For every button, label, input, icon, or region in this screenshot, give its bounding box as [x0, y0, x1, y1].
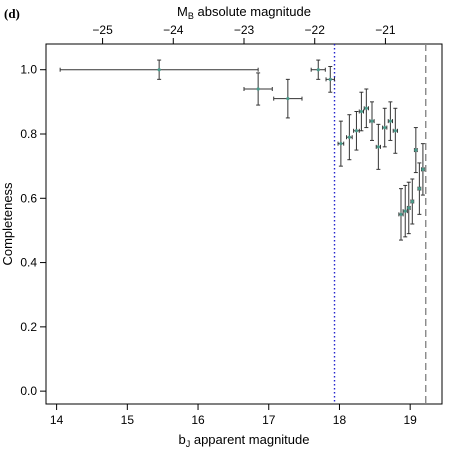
data-point — [310, 59, 326, 80]
y-tick-label: 0.4 — [20, 256, 37, 270]
data-marker — [399, 212, 403, 216]
data-marker — [376, 145, 380, 149]
data-point — [398, 188, 404, 241]
x-axis-title: bJ apparent magnitude — [179, 432, 310, 449]
data-point — [337, 120, 345, 167]
top-tick-label: −24 — [163, 23, 184, 37]
data-point — [325, 66, 336, 93]
data-point — [59, 59, 259, 80]
top-tick-label: −22 — [305, 23, 326, 37]
data-point — [346, 114, 353, 161]
data-point — [410, 178, 415, 225]
top-tick-label: −23 — [234, 23, 255, 37]
data-point — [420, 143, 425, 196]
data-point — [413, 127, 418, 174]
data-point — [358, 91, 365, 132]
data-point — [406, 181, 411, 235]
data-point — [392, 107, 398, 154]
data-marker — [256, 87, 260, 91]
data-marker — [359, 109, 363, 114]
panel-label: (d) — [4, 6, 20, 21]
top-axis-title: MB absolute magnitude — [177, 4, 311, 21]
data-marker — [370, 119, 374, 123]
data-marker — [316, 68, 320, 72]
data-points — [59, 59, 425, 241]
data-marker — [347, 135, 351, 139]
data-marker — [383, 125, 387, 130]
data-point — [417, 162, 422, 215]
data-marker — [388, 119, 392, 123]
y-tick-label: 0.8 — [20, 127, 37, 141]
data-marker — [157, 68, 161, 72]
data-marker — [414, 148, 418, 152]
data-marker — [354, 129, 359, 133]
y-tick-label: 0.2 — [20, 320, 37, 334]
data-marker — [407, 206, 411, 210]
data-marker — [403, 209, 407, 213]
data-marker — [393, 129, 397, 133]
data-marker — [364, 106, 368, 110]
bottom-axis-ticks: 14 15 16 17 18 19 — [50, 404, 417, 427]
top-axis-ticks: −25 −24 −23 −22 −21 — [92, 23, 396, 44]
x-tick-label: 16 — [191, 413, 205, 427]
x-tick-label: 15 — [121, 413, 135, 427]
data-point — [243, 72, 273, 106]
data-point — [369, 101, 375, 141]
y-tick-label: 0.0 — [20, 384, 37, 398]
y-axis-title: Completeness — [0, 182, 15, 266]
data-point — [363, 88, 369, 129]
data-point — [387, 101, 393, 141]
data-point — [353, 111, 360, 151]
data-marker — [328, 77, 332, 81]
data-marker — [286, 97, 290, 101]
data-marker — [339, 142, 343, 146]
reference-lines — [333, 44, 427, 404]
x-tick-label: 19 — [403, 413, 417, 427]
x-tick-label: 17 — [262, 413, 276, 427]
data-point — [402, 184, 408, 238]
left-axis-ticks: 0.0 0.2 0.4 0.6 0.8 1.0 — [20, 63, 46, 398]
x-tick-label: 18 — [333, 413, 347, 427]
data-marker — [410, 199, 414, 204]
data-marker — [421, 167, 425, 171]
data-point — [382, 107, 388, 148]
data-marker — [417, 187, 421, 191]
data-point — [375, 123, 381, 170]
top-tick-label: −21 — [375, 23, 396, 37]
y-tick-label: 1.0 — [20, 63, 37, 77]
x-tick-label: 14 — [50, 413, 64, 427]
data-point — [273, 78, 303, 119]
plot-frame — [45, 43, 443, 405]
y-tick-label: 0.6 — [20, 191, 37, 205]
top-tick-label: −25 — [92, 23, 113, 37]
